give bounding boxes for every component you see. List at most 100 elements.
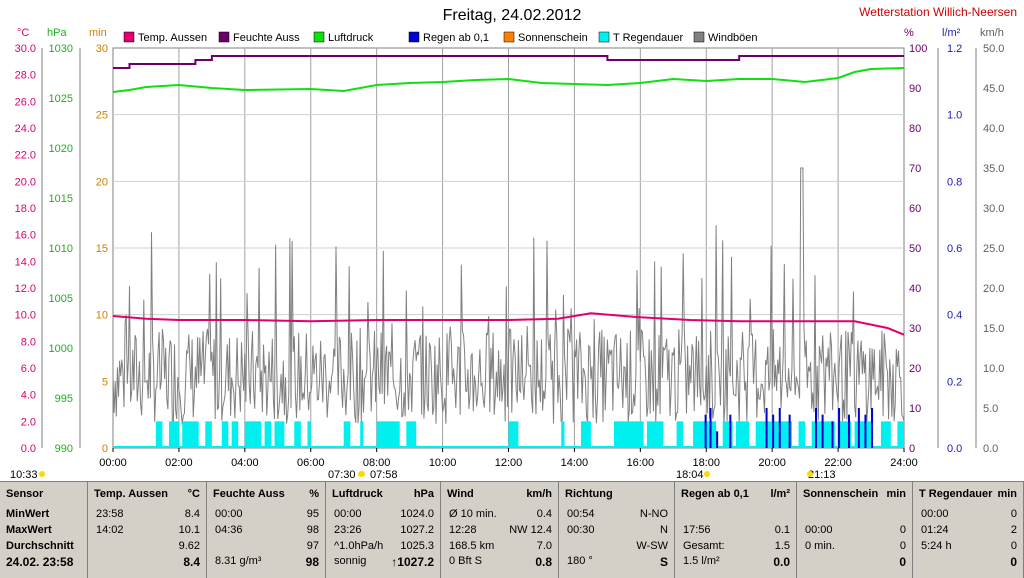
line-feuchte-auss <box>113 55 904 69</box>
humidity-axis-tick: 40 <box>909 283 921 295</box>
rain-bar <box>864 414 867 448</box>
x-tick-label: 02:00 <box>165 457 193 469</box>
legend-swatch-4 <box>503 31 515 43</box>
raintime-bar <box>155 421 163 448</box>
raintime-bar <box>646 421 664 448</box>
legend-swatch-6 <box>693 31 705 43</box>
raintime-bar <box>264 421 272 448</box>
rain-axis-tick: 0.2 <box>947 376 962 388</box>
raintime-bar <box>798 421 806 448</box>
cell-value: 0.8 <box>535 555 552 569</box>
legend: Temp. Aussen Feuchte Auss Luftdruck Regen a… <box>123 31 758 44</box>
rain-bar <box>871 408 874 448</box>
humidity-axis-tick: 50 <box>909 243 921 255</box>
humidity-axis-tick: 60 <box>909 203 921 215</box>
legend-label-4: Sonnenschein <box>518 32 588 44</box>
marker-dot-0 <box>39 471 45 477</box>
raintime-bar <box>561 421 565 448</box>
marker-label-0: 10:33 <box>10 469 38 481</box>
legend-swatch-2 <box>313 31 325 43</box>
cell-value: 98 <box>306 524 319 536</box>
marker-label-4: 21:13 <box>808 469 836 481</box>
time-markers: 10:33 07:30 07:58 18:04 21:13 <box>10 469 836 481</box>
col-unit: % <box>309 488 319 500</box>
temp-axis-tick: 22.0 <box>15 150 36 162</box>
rain-bar <box>778 408 781 448</box>
x-tick-label: 20:00 <box>758 457 786 469</box>
raintime-bar <box>360 421 364 448</box>
x-tick-label: 12:00 <box>495 457 523 469</box>
minutes-axis-tick: 0 <box>102 443 108 455</box>
gust-line <box>112 167 905 424</box>
weather-chart: Freitag, 24.02.2012 Wetterstation Willic… <box>10 5 1017 481</box>
raintime-bar <box>294 421 301 448</box>
temp-axis-tick: 30.0 <box>15 43 36 55</box>
cell-value: 1.5 <box>774 540 790 552</box>
cell-left: 12:28 <box>449 524 477 536</box>
cell-value: 95 <box>306 508 319 520</box>
temp-axis-tick: 8.0 <box>21 336 36 348</box>
humidity-axis-tick: 70 <box>909 163 921 175</box>
axis-units: °C hPa min % l/m² km/h <box>17 27 1004 39</box>
table-col-1: Temp. Aussen °C 23:58 8.4 14:02 10.1 9.62 8.4 <box>88 482 207 578</box>
temp-axis-tick: 10.0 <box>15 310 36 322</box>
cell-value: 10.1 <box>178 524 200 536</box>
row-label: MinWert <box>6 508 50 520</box>
cell-left: 23:26 <box>334 524 362 536</box>
cell-value: ↑1027.2 <box>391 555 434 569</box>
wind-axis-tick: 35.0 <box>983 163 1004 175</box>
station-name: Wetterstation Willich-Neersen <box>859 5 1017 19</box>
cell-value: NW 12.4 <box>509 524 552 536</box>
x-tick-label: 24:00 <box>890 457 918 469</box>
unit-temp: °C <box>17 27 29 39</box>
x-tick-label: 00:00 <box>99 457 127 469</box>
rain-bar <box>704 414 707 448</box>
col-unit: l/m² <box>770 488 790 500</box>
raintime-bar <box>735 421 750 448</box>
rain-bar <box>709 408 712 448</box>
cell-value: N-NO <box>639 508 668 520</box>
pressure-axis-tick: 1025 <box>49 93 73 105</box>
unit-minutes: min <box>89 27 107 39</box>
cell-left: 00:00 <box>334 508 362 520</box>
rain-axis-tick: 0.4 <box>947 310 962 322</box>
rain-axis-tick: 1.0 <box>947 110 962 122</box>
cell-left: Gesamt: <box>683 540 725 552</box>
raintime-bar <box>581 421 591 448</box>
x-tick-label: 22:00 <box>824 457 852 469</box>
col-unit: km/h <box>526 488 552 500</box>
cell-left: 00:00 <box>921 508 949 520</box>
series-gusts <box>112 167 905 424</box>
cell-value: 0 <box>899 540 906 552</box>
marker-dot-2 <box>359 471 365 477</box>
rain-bar <box>772 414 775 448</box>
raintime-bar <box>376 421 400 448</box>
unit-pressure: hPa <box>47 27 67 39</box>
pressure-axis-tick: 1010 <box>49 243 73 255</box>
minutes-axis-tick: 25 <box>96 110 108 122</box>
x-tick-label: 14:00 <box>561 457 589 469</box>
cell-left: 23:58 <box>96 508 124 520</box>
raintime-bar <box>854 421 872 448</box>
cell-left: 5:24 h <box>921 540 952 552</box>
series-rain <box>704 408 874 448</box>
line-temp-aussen <box>112 312 905 336</box>
rain-axis-tick: 0.8 <box>947 176 962 188</box>
legend-swatch-5 <box>598 31 610 43</box>
raintime-bar <box>182 421 199 448</box>
temp-axis-tick: 20.0 <box>15 176 36 188</box>
temp-axis-tick: 28.0 <box>15 70 36 82</box>
cell-left: sonnig <box>334 555 367 567</box>
pressure-axis-tick: 995 <box>55 393 73 405</box>
col-header: Temp. Aussen <box>94 488 168 500</box>
x-tick-label: 18:00 <box>692 457 720 469</box>
series-lines <box>112 55 905 336</box>
row-label: 24.02. 23:58 <box>6 555 74 569</box>
legend-label-0: Temp. Aussen <box>138 32 207 44</box>
rain-bar <box>838 408 841 448</box>
temp-axis-tick: 16.0 <box>15 230 36 242</box>
rain-bar <box>765 408 768 448</box>
cell-left: 04:36 <box>215 524 243 536</box>
rain-axis-tick: 0.0 <box>947 443 962 455</box>
humidity-axis-tick: 100 <box>909 43 927 55</box>
